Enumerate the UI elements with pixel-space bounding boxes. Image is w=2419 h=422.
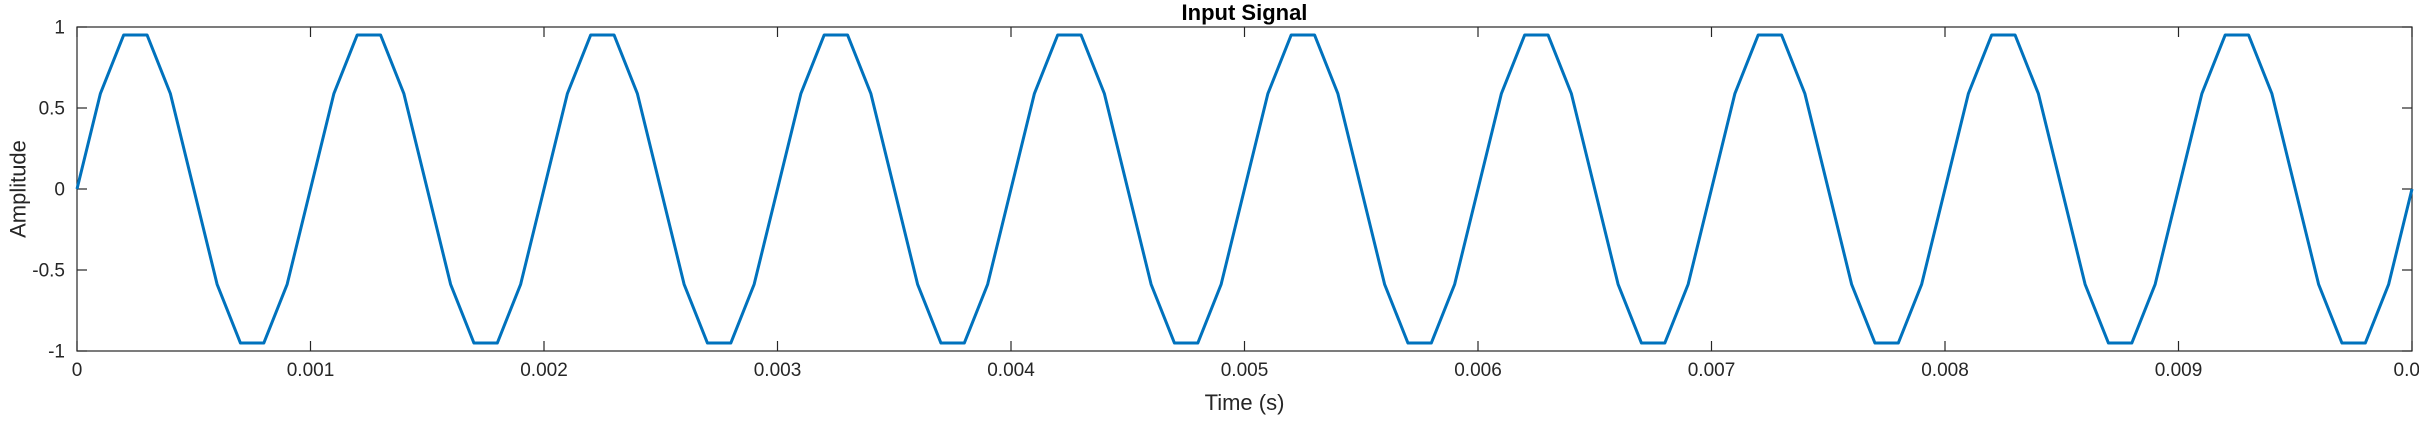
- x-tick-label: 0.01: [2394, 360, 2419, 381]
- x-tick-label: 0.005: [1221, 360, 1269, 381]
- x-tick-label: 0.003: [754, 360, 802, 381]
- x-tick-label: 0.008: [1921, 360, 1969, 381]
- y-tick-label: 0: [54, 180, 65, 201]
- x-axis-label: Time (s): [1205, 390, 1285, 415]
- y-axis-label: Amplitude: [6, 140, 31, 238]
- y-tick-label: 1: [54, 18, 65, 39]
- x-axis: 0 0.001 0.002 0.003 0.004 0.005 0.006 0.007 0.00…: [72, 27, 2419, 381]
- x-tick-label: 0: [72, 360, 83, 381]
- x-tick-label: 0.009: [2155, 360, 2203, 381]
- x-tick-label: 0.001: [287, 360, 335, 381]
- x-tick-label: 0.002: [520, 360, 568, 381]
- x-tick-label: 0.004: [987, 360, 1035, 381]
- chart-title: Input Signal: [1182, 0, 1308, 25]
- x-tick-label: 0.006: [1454, 360, 1502, 381]
- y-axis: -1 -0.5 0 0.5 1: [32, 18, 2412, 363]
- x-tick-label: 0.007: [1688, 360, 1736, 381]
- signal-series-line: [75, 33, 2414, 345]
- y-tick-label: 0.5: [39, 99, 65, 120]
- y-tick-label: -1: [48, 342, 65, 363]
- y-tick-label: -0.5: [32, 261, 65, 282]
